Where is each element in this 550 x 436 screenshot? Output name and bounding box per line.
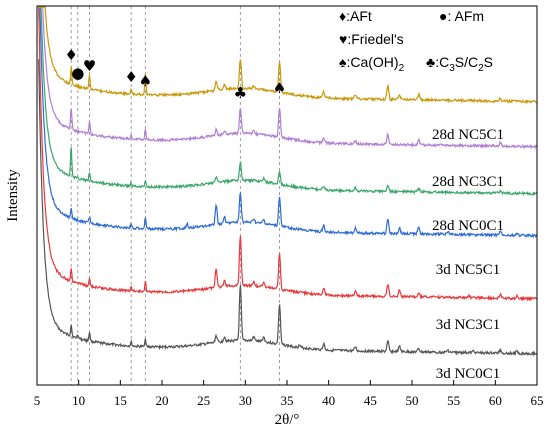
legend-symbol-icon: ♥ bbox=[339, 31, 347, 47]
series-lines bbox=[38, 6, 538, 357]
x-tick-label: 15 bbox=[114, 393, 127, 408]
phase-marker-icon: ♦ bbox=[124, 68, 137, 86]
phase-marker-icon: ♠ bbox=[273, 79, 286, 97]
series-line bbox=[38, 6, 538, 150]
phase-marker-icon: ♦ bbox=[64, 46, 77, 64]
phase-marker-icon: ● bbox=[71, 64, 84, 82]
series-label: 28d NC3C1 bbox=[432, 174, 504, 190]
phase-marker-icon: ♠ bbox=[139, 72, 152, 90]
x-tick-label: 25 bbox=[197, 393, 210, 408]
phase-marker-icon: ♣ bbox=[234, 84, 247, 102]
legend: ♦:AFt ●: AFm ♥:Friedel's ♠:Ca(OH)2 ♣:C3S/C2S bbox=[339, 8, 493, 74]
y-axis-label: Intensity bbox=[5, 169, 21, 222]
series-label: 3d NC0C1 bbox=[436, 366, 501, 382]
x-tick-label: 35 bbox=[281, 393, 294, 408]
x-tick-label: 40 bbox=[322, 393, 335, 408]
x-tick-label: 5 bbox=[34, 393, 41, 408]
x-tick-label: 45 bbox=[364, 393, 377, 408]
series-label: 28d NC0C1 bbox=[432, 218, 504, 234]
series-label: 3d NC3C1 bbox=[436, 317, 501, 333]
x-tick-label: 55 bbox=[447, 393, 460, 408]
x-tick-label: 65 bbox=[531, 393, 544, 408]
series-line bbox=[38, 6, 538, 302]
series-labels: 3d NC0C1 3d NC3C1 3d NC5C1 28d NC0C1 28d NC3… bbox=[432, 127, 504, 382]
series-line bbox=[38, 6, 538, 105]
legend-entry: ♥:Friedel's bbox=[339, 31, 404, 47]
legend-symbol-icon: ♠ bbox=[339, 54, 347, 70]
series-line bbox=[38, 6, 538, 197]
phase-marker-icon: ♥ bbox=[83, 57, 96, 75]
series-line bbox=[38, 59, 538, 357]
x-axis-ticks: 5 10 15 20 25 30 35 40 45 50 55 60 65 bbox=[34, 380, 544, 408]
legend-entry: ♦:AFt bbox=[339, 8, 372, 24]
series-label: 3d NC5C1 bbox=[436, 262, 501, 278]
x-tick-label: 50 bbox=[406, 393, 419, 408]
x-tick-label: 30 bbox=[239, 393, 252, 408]
series-line bbox=[38, 6, 538, 239]
legend-entry: ♣:C3S/C2S bbox=[426, 54, 493, 74]
reference-lines bbox=[70, 6, 280, 385]
x-tick-label: 60 bbox=[489, 393, 502, 408]
legend-entry: ♠:Ca(OH)2 bbox=[339, 54, 405, 74]
x-tick-label: 10 bbox=[72, 393, 85, 408]
series-label: 28d NC5C1 bbox=[432, 127, 504, 143]
x-tick-label: 20 bbox=[156, 393, 169, 408]
legend-entry: ●: AFm bbox=[439, 8, 484, 24]
x-axis-label: 2θ/° bbox=[275, 412, 300, 428]
legend-symbol-icon: ♣ bbox=[426, 54, 435, 70]
phase-markers: ♦●♥♦ ♠♣ ♠ bbox=[64, 46, 286, 102]
legend-symbol-icon: ♦ bbox=[339, 8, 346, 24]
legend-symbol-icon: ● bbox=[439, 8, 447, 24]
